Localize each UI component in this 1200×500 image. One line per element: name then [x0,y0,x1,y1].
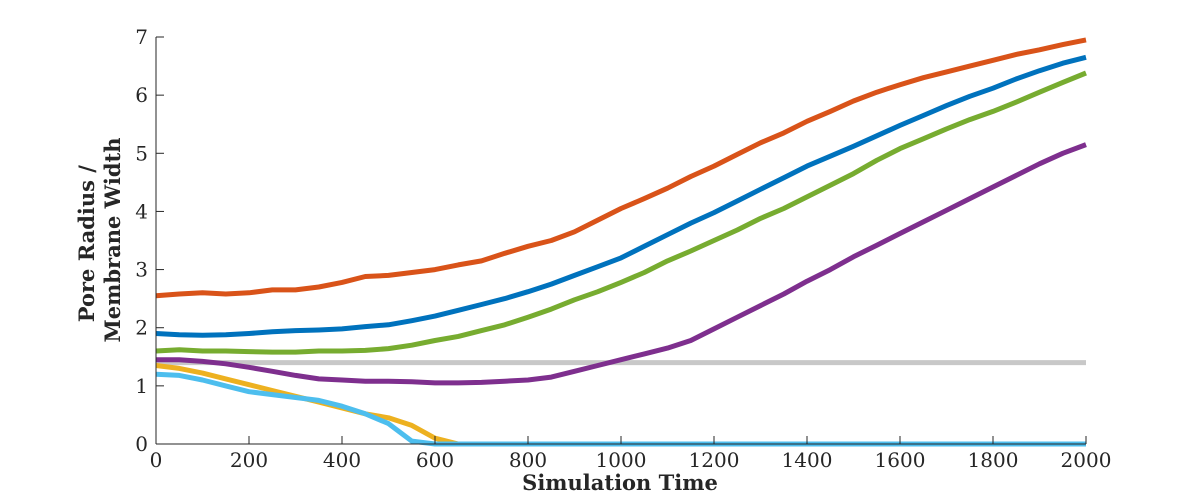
x-tick-label: 0 [150,448,163,472]
x-tick-label: 1400 [782,448,833,472]
y-axis-title-line-1: Pore Radius / [74,165,99,323]
series-line-blue [155,54,1087,338]
x-tick-label: 600 [416,448,454,472]
x-tick-label: 2000 [1061,448,1112,472]
x-tick-label: 200 [230,448,268,472]
x-tick-label: 1000 [596,448,647,472]
x-axis-title: Simulation Time [522,470,718,495]
y-tick-label: 5 [135,141,148,165]
y-axis-title-line-2: Membrane Width [100,138,125,343]
y-tick-label: 2 [135,316,148,340]
series-line-green [155,70,1087,355]
y-tick-label: 1 [135,374,148,398]
series-layer [155,37,1087,447]
y-tick-label: 6 [135,83,148,107]
x-tick-label: 1800 [968,448,1019,472]
series-line-orange [155,37,1087,299]
series-line-purple [156,142,1087,386]
axes: 0 200 400 600 800 1000 1200 1400 1600 1800 2000 0 1 2… [135,25,1111,472]
x-tick-label: 1600 [875,448,926,472]
x-tick-label: 1200 [689,448,740,472]
x-tick-label: 400 [323,448,361,472]
x-tick-label: 800 [509,448,547,472]
y-tick-label: 4 [135,199,148,223]
y-tick-label: 3 [135,258,148,282]
y-tick-label: 0 [135,432,148,456]
series-line-cyan [155,371,1086,447]
y-axis-title: Pore Radius / Membrane Width [74,138,125,343]
y-tick-label: 7 [135,25,148,49]
